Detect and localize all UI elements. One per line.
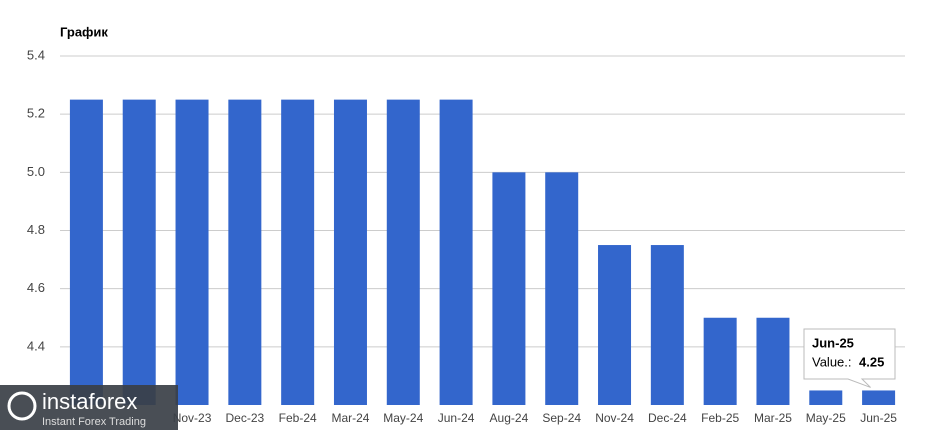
bar: [756, 317, 790, 405]
bar: [228, 99, 262, 405]
x-tick-label: Nov-23: [173, 411, 212, 425]
x-tick-label: Dec-24: [648, 411, 687, 425]
y-tick-label: 5.4: [27, 47, 45, 62]
y-tick-label: 4.8: [27, 222, 45, 237]
watermark-bg: [0, 385, 178, 430]
watermark-tagline: Instant Forex Trading: [42, 416, 146, 428]
x-tick-label: Aug-24: [490, 411, 529, 425]
x-tick-label: Dec-23: [226, 411, 265, 425]
tooltip: Jun-25 Value.: 4.25: [803, 328, 896, 388]
bar: [175, 99, 209, 405]
x-tick-label: Mar-24: [331, 411, 369, 425]
x-tick-label: Mar-25: [754, 411, 792, 425]
tooltip-box: [803, 328, 896, 388]
bar: [809, 390, 843, 405]
bar: [122, 99, 156, 405]
tooltip-value: 4.25: [859, 354, 884, 369]
bar: [862, 390, 896, 405]
x-tick-label: Jun-25: [860, 411, 897, 425]
bar: [598, 245, 632, 405]
bar: [703, 317, 737, 405]
bar: [386, 99, 420, 405]
y-tick-label: 5.0: [27, 164, 45, 179]
bar: [492, 172, 526, 405]
x-tick-label: Nov-24: [595, 411, 634, 425]
watermark-name: instaforex: [42, 389, 137, 414]
watermark: instaforex Instant Forex Trading: [0, 385, 178, 430]
x-tick-label: Sep-24: [542, 411, 581, 425]
tooltip-title: Jun-25: [812, 335, 854, 350]
bar: [650, 245, 684, 405]
bar: [69, 99, 103, 405]
bar: [333, 99, 367, 405]
y-tick-label: 5.2: [27, 106, 45, 121]
bar: [439, 99, 473, 405]
tooltip-label: Value.:: [812, 354, 852, 369]
x-tick-label: May-24: [383, 411, 423, 425]
bar: [281, 99, 315, 405]
chart-title: График: [60, 24, 108, 39]
watermark-logo: [7, 391, 37, 421]
y-tick-label: 4.4: [27, 338, 45, 353]
x-tick-label: Feb-24: [279, 411, 317, 425]
bar: [545, 172, 579, 405]
y-tick-label: 4.6: [27, 280, 45, 295]
x-tick-label: Feb-25: [701, 411, 739, 425]
x-tick-label: Jun-24: [438, 411, 475, 425]
x-tick-label: May-25: [806, 411, 846, 425]
